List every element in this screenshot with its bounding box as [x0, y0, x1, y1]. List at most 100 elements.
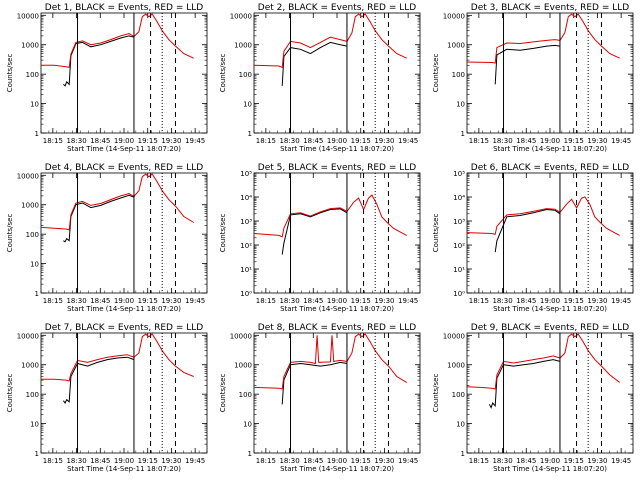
series-lld-line — [467, 196, 620, 236]
y-tick-label: 100 — [239, 391, 252, 399]
x-tick-label: 19:15 — [564, 297, 584, 305]
plot-frame — [253, 12, 421, 134]
plot-frame — [466, 332, 634, 454]
y-tick-label: 1 — [461, 450, 465, 458]
x-tick-label: 18:15 — [469, 457, 489, 465]
panel-title: Det 3, BLACK = Events, RED = LLD — [471, 3, 630, 13]
panel-title: Det 1, BLACK = Events, RED = LLD — [45, 3, 204, 13]
x-tick-label: 19:30 — [374, 457, 394, 465]
y-axis-title: Counts/sec — [6, 54, 14, 93]
y-tick-label: 100 — [239, 71, 252, 79]
x-tick-label: 19:15 — [351, 137, 371, 145]
panel-title: Det 5, BLACK = Events, RED = LLD — [258, 163, 417, 173]
x-tick-label: 18:30 — [492, 457, 512, 465]
y-axis-title: Counts/sec — [6, 214, 14, 253]
plot-data — [41, 173, 194, 243]
panel-det-5: Det 5, BLACK = Events, RED = LLD 10⁰ 10¹ 10… — [219, 163, 421, 313]
x-tick-label: 19:45 — [611, 137, 631, 145]
x-tick-label: 18:45 — [303, 297, 323, 305]
panel-det-9: Det 9, BLACK = Events, RED = LLD 1 10 100 10… — [432, 323, 634, 473]
x-tick-label: 18:15 — [256, 457, 276, 465]
series-events-line — [281, 41, 348, 86]
y-tick-label: 10 — [243, 101, 252, 109]
y-tick-label: 1000 — [447, 362, 465, 370]
y-tick-label: 10⁰ — [240, 290, 252, 298]
y-tick-label: 10000 — [17, 332, 39, 340]
x-tick-label: 19:00 — [327, 457, 347, 465]
series-events-line — [281, 361, 348, 405]
series-events-line — [62, 356, 135, 404]
x-tick-label: 18:15 — [256, 297, 276, 305]
x-tick-label: 18:15 — [469, 137, 489, 145]
y-tick-label: 10 — [30, 261, 39, 269]
x-tick-label: 18:45 — [303, 137, 323, 145]
series-events-line — [281, 208, 348, 255]
x-tick-label: 19:00 — [540, 137, 560, 145]
y-tick-label: 10 — [30, 101, 39, 109]
plot-frame — [40, 172, 208, 294]
x-tick-label: 19:00 — [114, 137, 134, 145]
y-tick-label: 1000 — [447, 42, 465, 50]
x-tick-label: 19:45 — [611, 297, 631, 305]
y-tick-label: 10² — [240, 242, 252, 250]
y-axis-title: Counts/sec — [432, 374, 440, 413]
x-tick-label: 19:30 — [161, 297, 181, 305]
x-tick-label: 19:00 — [540, 457, 560, 465]
plot-data — [467, 196, 620, 253]
series-lld-line — [254, 333, 407, 390]
y-tick-label: 100 — [26, 231, 39, 239]
y-tick-label: 10000 — [230, 332, 252, 340]
panel-title: Det 6, BLACK = Events, RED = LLD — [471, 163, 630, 173]
y-tick-label: 10000 — [443, 332, 465, 340]
panel-det-7: Det 7, BLACK = Events, RED = LLD 1 10 100 10… — [6, 323, 208, 473]
panel-title: Det 4, BLACK = Events, RED = LLD — [45, 163, 204, 173]
y-axis-title: Counts/sec — [219, 54, 227, 93]
x-tick-label: 19:45 — [398, 297, 418, 305]
y-tick-label: 10000 — [443, 12, 465, 20]
panel-det-3: Det 3, BLACK = Events, RED = LLD 1 10 100 10… — [432, 3, 634, 153]
y-tick-label: 100 — [26, 391, 39, 399]
y-tick-label: 100 — [452, 71, 465, 79]
y-tick-label: 10 — [456, 101, 465, 109]
x-tick-label: 18:30 — [66, 137, 86, 145]
x-tick-label: 19:45 — [398, 457, 418, 465]
plot-data — [467, 333, 621, 409]
y-tick-label: 10³ — [453, 218, 465, 226]
x-axis-title: Start Time (14-Sep-11 18:07:20) — [493, 145, 607, 153]
y-tick-label: 10 — [30, 421, 39, 429]
panel-det-8: Det 8, BLACK = Events, RED = LLD 1 10 100 10… — [219, 323, 421, 473]
series-lld-line — [254, 194, 407, 238]
x-axis-title: Start Time (14-Sep-11 18:07:20) — [280, 145, 394, 153]
plot-data — [254, 13, 407, 86]
x-axis-title: Start Time (14-Sep-11 18:07:20) — [67, 305, 181, 313]
x-axis-title: Start Time (14-Sep-11 18:07:20) — [493, 465, 607, 473]
plot-frame — [40, 332, 208, 454]
x-tick-label: 19:30 — [374, 297, 394, 305]
y-tick-label: 1 — [35, 450, 39, 458]
x-axis-title: Start Time (14-Sep-11 18:07:20) — [493, 305, 607, 313]
y-tick-label: 1 — [461, 130, 465, 138]
panel-title: Det 2, BLACK = Events, RED = LLD — [258, 3, 417, 13]
x-tick-label: 19:15 — [564, 137, 584, 145]
y-tick-label: 1 — [248, 130, 252, 138]
x-tick-label: 18:45 — [516, 297, 536, 305]
x-tick-label: 19:15 — [138, 457, 158, 465]
y-tick-label: 10⁵ — [240, 170, 252, 178]
y-tick-label: 1 — [35, 130, 39, 138]
x-tick-label: 18:45 — [90, 297, 110, 305]
x-tick-label: 19:15 — [564, 457, 584, 465]
x-tick-label: 18:15 — [43, 297, 63, 305]
panel-title: Det 7, BLACK = Events, RED = LLD — [45, 323, 204, 333]
y-tick-label: 1 — [248, 450, 252, 458]
series-events-line — [488, 359, 561, 409]
panel-det-2: Det 2, BLACK = Events, RED = LLD 1 10 100 10… — [219, 3, 421, 153]
x-tick-label: 18:30 — [279, 297, 299, 305]
x-tick-label: 19:15 — [351, 457, 371, 465]
y-tick-label: 1000 — [21, 202, 39, 210]
x-tick-label: 19:45 — [185, 297, 205, 305]
y-axis-title: Counts/sec — [432, 54, 440, 93]
x-tick-label: 19:30 — [161, 137, 181, 145]
y-axis-title: Counts/sec — [219, 374, 227, 413]
y-tick-label: 10² — [453, 242, 465, 250]
